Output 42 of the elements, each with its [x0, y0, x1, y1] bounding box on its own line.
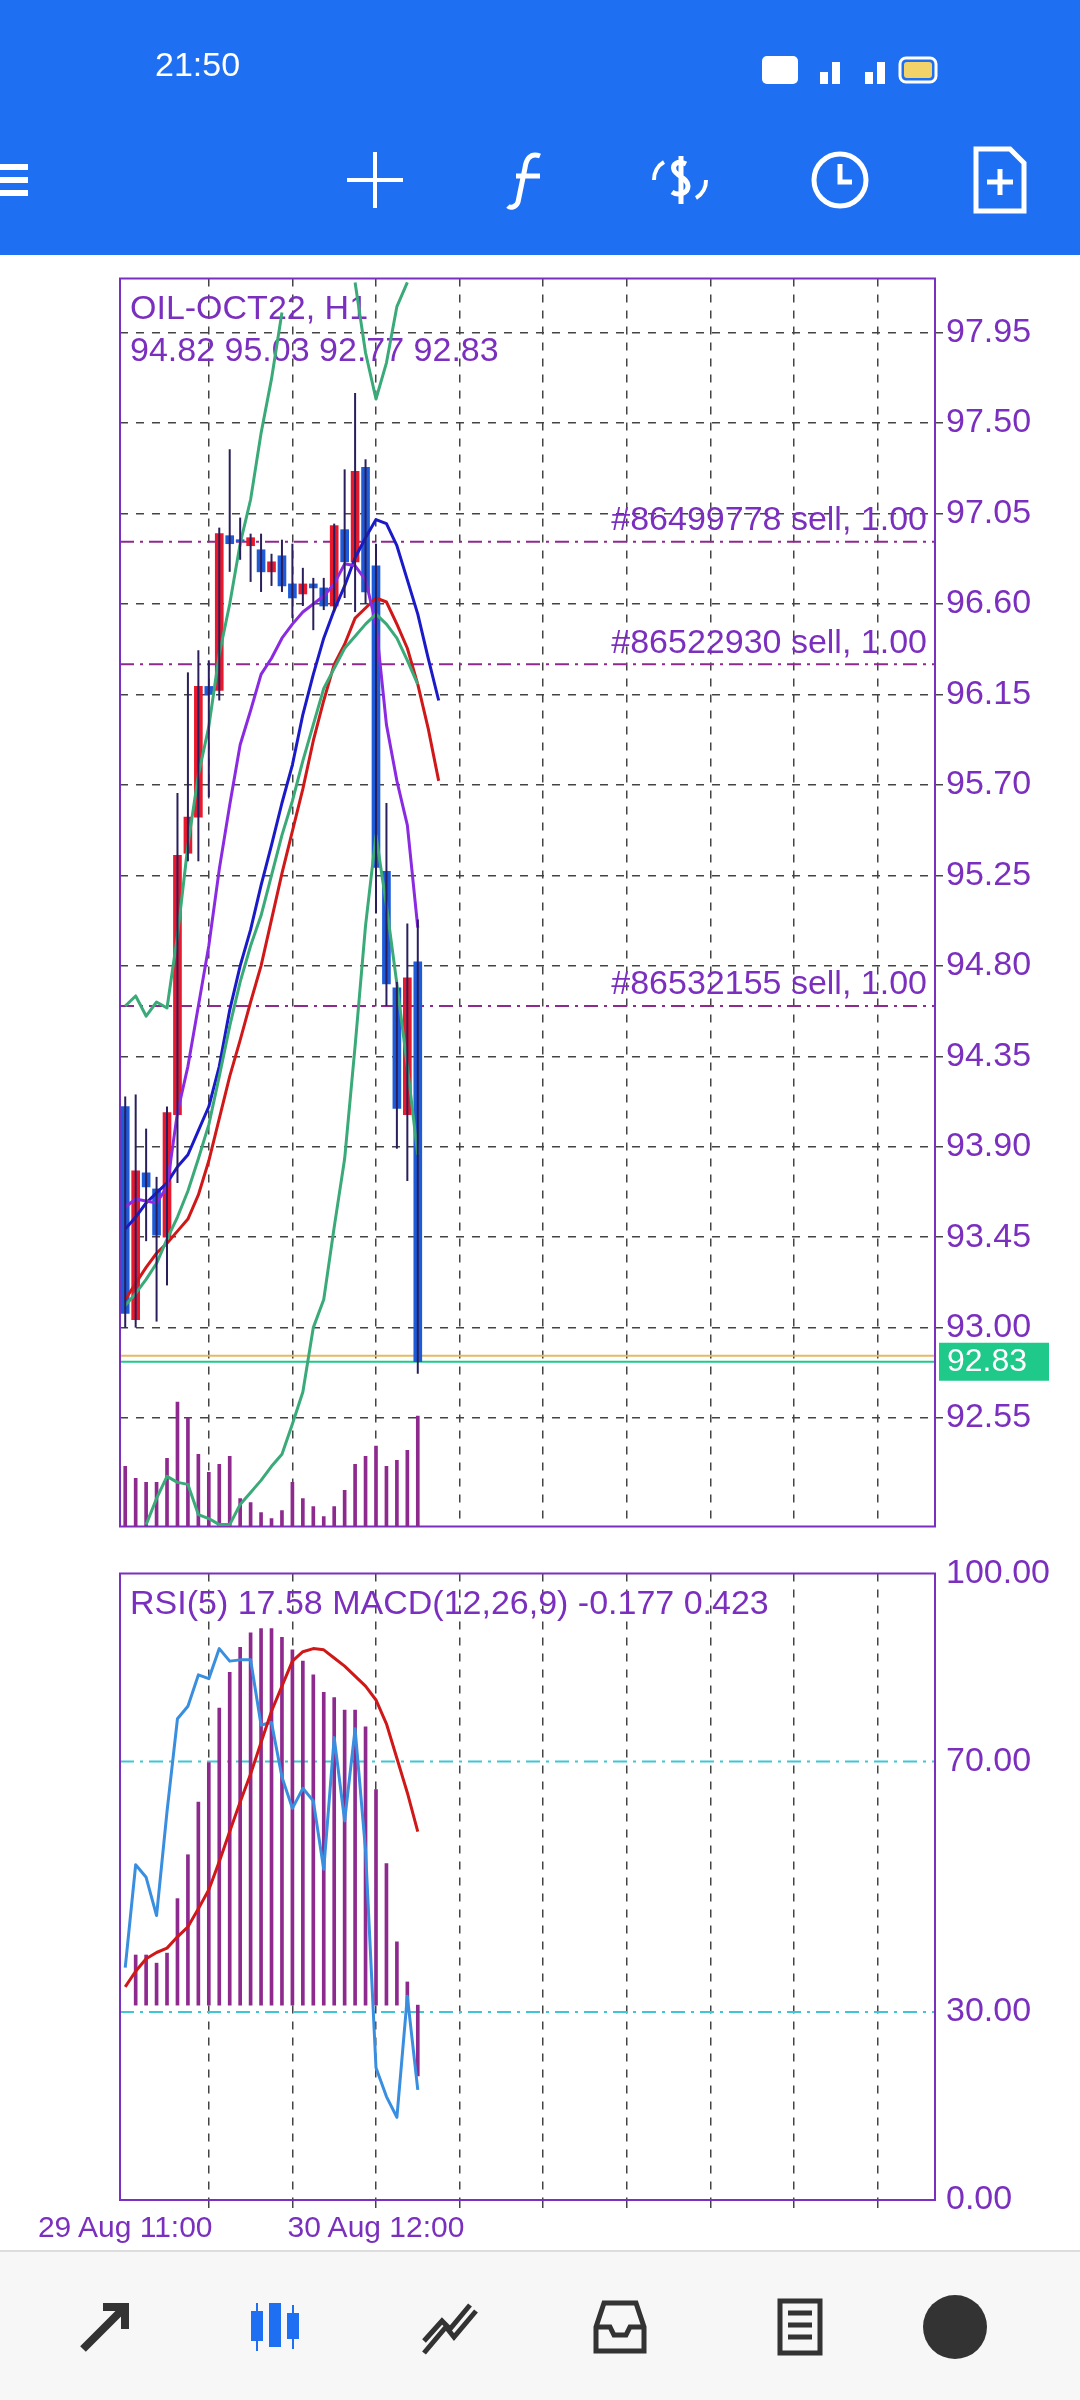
bar: [165, 1952, 169, 2006]
bar: [353, 1709, 357, 2006]
y-tick-label: 97.95: [946, 311, 1032, 350]
bar: [206, 1762, 211, 2006]
bar: [280, 1636, 284, 2006]
y-tick-label: 93.90: [946, 1125, 1032, 1164]
bar: [311, 1674, 316, 2006]
bar: [259, 1628, 263, 2006]
y-tick-label: 0.00: [946, 2178, 1013, 2217]
bar: [395, 1941, 399, 2006]
y-tick-label: 94.80: [946, 944, 1032, 983]
bar: [301, 1660, 305, 2006]
y-tick-label: 96.60: [946, 582, 1032, 621]
bar: [415, 2004, 420, 2077]
y-tick-label: 96.15: [946, 672, 1032, 711]
ref-line-label: #86532155 sell, 1.00: [611, 963, 927, 1002]
bar: [374, 1789, 378, 2006]
ref-line-label: #86522930 sell, 1.00: [611, 621, 927, 660]
y-tick-label: 93.00: [946, 1305, 1032, 1344]
y-tick-label: 30.00: [946, 1990, 1032, 2029]
y-tick-label: 97.50: [946, 401, 1032, 440]
bar: [321, 1692, 326, 2006]
bar: [227, 1672, 232, 2006]
y-tick-label: 100.00: [946, 1551, 1050, 1590]
y-tick-label: 97.05: [946, 491, 1032, 530]
ref-line-label: 92.83: [947, 1341, 1028, 1378]
y-tick-label: 95.25: [946, 853, 1032, 892]
y-tick-label: 94.35: [946, 1034, 1032, 1073]
bar: [332, 1697, 337, 2006]
y-tick-label: 92.55: [946, 1396, 1032, 1435]
x-tick-label: 29 Aug 11:00: [37, 2210, 213, 2244]
y-tick-label: 95.70: [946, 763, 1032, 802]
y-tick-label: 70.00: [946, 1739, 1032, 1778]
text: 21:50: [155, 45, 241, 84]
ref-line-label: #86499778 sell, 1.00: [611, 499, 927, 538]
bar: [144, 1954, 148, 2006]
x-tick-label: 30 Aug 12:00: [287, 2210, 465, 2244]
bar: [186, 1854, 190, 2006]
bar: [238, 1647, 242, 2006]
bar: [217, 1707, 222, 2006]
chart-title: RSI(5) 17.58 MACD(12,26,9) -0.177 0.423: [130, 1582, 769, 1621]
y-tick-label: 93.45: [946, 1215, 1032, 1254]
